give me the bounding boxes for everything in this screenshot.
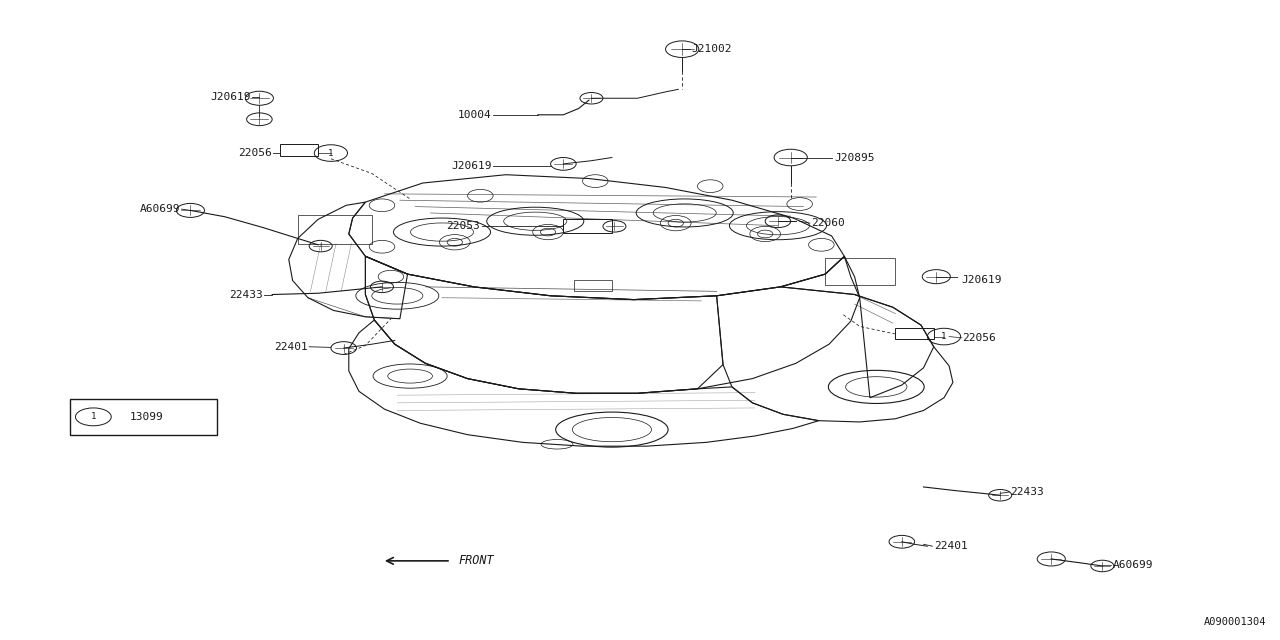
Bar — [298, 215, 371, 244]
Text: J21002: J21002 — [691, 44, 732, 54]
Text: J20619: J20619 — [210, 92, 251, 102]
Text: 22401: 22401 — [274, 342, 308, 352]
Text: 22056: 22056 — [238, 148, 273, 158]
Bar — [896, 328, 934, 339]
Bar — [70, 399, 218, 435]
Bar — [563, 220, 612, 234]
Text: 22401: 22401 — [934, 541, 968, 551]
Bar — [280, 144, 319, 156]
Text: 1: 1 — [941, 332, 947, 341]
Text: 1: 1 — [328, 148, 334, 157]
Bar — [573, 280, 612, 291]
Text: J20619: J20619 — [452, 161, 492, 171]
Bar — [826, 258, 896, 285]
Text: 10004: 10004 — [458, 110, 492, 120]
Text: A60699: A60699 — [140, 204, 180, 214]
Text: 22433: 22433 — [1010, 487, 1044, 497]
Text: J20619: J20619 — [961, 275, 1002, 285]
Text: 22056: 22056 — [961, 333, 996, 343]
Text: 1: 1 — [91, 412, 96, 421]
Text: J20895: J20895 — [835, 152, 874, 163]
Text: 13099: 13099 — [131, 412, 164, 422]
Text: A60699: A60699 — [1112, 561, 1153, 570]
Text: 22433: 22433 — [229, 289, 264, 300]
Text: FRONT: FRONT — [458, 554, 494, 568]
Text: A090001304: A090001304 — [1203, 617, 1266, 627]
Text: 22053: 22053 — [447, 221, 480, 230]
Text: 22060: 22060 — [812, 218, 845, 228]
